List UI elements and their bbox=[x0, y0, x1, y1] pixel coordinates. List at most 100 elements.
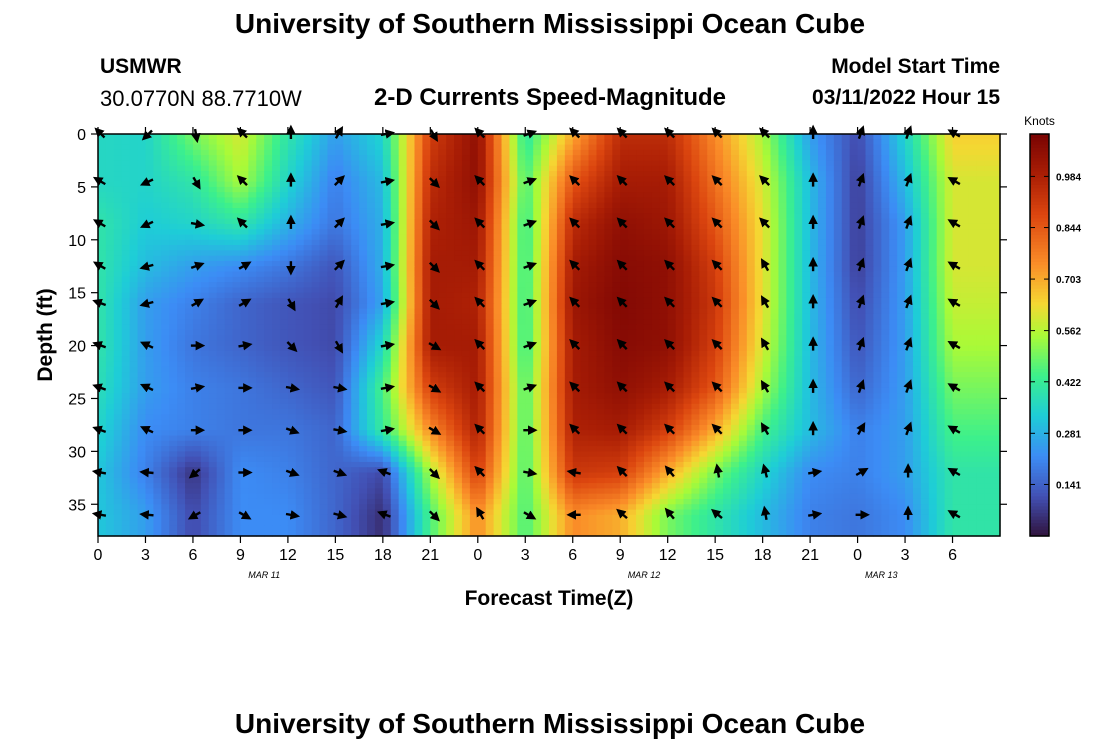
heatmap-cell bbox=[881, 329, 890, 336]
heatmap-cell bbox=[897, 160, 906, 167]
heatmap-cell bbox=[588, 271, 598, 278]
heatmap-cell bbox=[849, 186, 859, 193]
heatmap-cell bbox=[200, 313, 210, 320]
heatmap-cell bbox=[549, 340, 558, 347]
heatmap-cell bbox=[177, 155, 186, 162]
heatmap-cell bbox=[485, 350, 495, 357]
heatmap-cell bbox=[248, 223, 257, 230]
heatmap-cell bbox=[485, 171, 495, 177]
heatmap-cell bbox=[920, 319, 930, 326]
heatmap-cell bbox=[952, 276, 962, 283]
heatmap-cell bbox=[588, 229, 598, 236]
heatmap-cell bbox=[137, 319, 147, 326]
heatmap-cell bbox=[778, 245, 787, 251]
heatmap-cell bbox=[936, 308, 946, 315]
heatmap-cell bbox=[802, 208, 811, 214]
heatmap-cell bbox=[137, 229, 147, 236]
heatmap-cell bbox=[683, 319, 693, 326]
heatmap-cell bbox=[897, 276, 906, 283]
heatmap-cell bbox=[715, 350, 724, 357]
heatmap-cell bbox=[556, 356, 566, 363]
heatmap-cell bbox=[643, 271, 653, 278]
heatmap-cell bbox=[675, 250, 685, 257]
heatmap-cell bbox=[414, 165, 423, 172]
heatmap-cell bbox=[912, 292, 922, 299]
heatmap-cell bbox=[564, 239, 574, 246]
heatmap-cell bbox=[730, 287, 740, 294]
heatmap-cell bbox=[944, 335, 954, 341]
heatmap-cell bbox=[533, 208, 542, 214]
heatmap-cell bbox=[287, 329, 297, 336]
heatmap-cell bbox=[533, 171, 542, 177]
heatmap-cell bbox=[406, 134, 416, 140]
heatmap-cell bbox=[944, 303, 954, 310]
heatmap-cell bbox=[121, 160, 131, 167]
heatmap-cell bbox=[588, 303, 598, 310]
heatmap-cell bbox=[113, 155, 123, 162]
heatmap-cell bbox=[912, 260, 922, 267]
heatmap-cell bbox=[137, 297, 147, 304]
heatmap-cell bbox=[612, 260, 621, 267]
heatmap-cell bbox=[596, 202, 605, 209]
heatmap-cell bbox=[833, 155, 843, 162]
heatmap-cell bbox=[398, 271, 408, 278]
heatmap-cell bbox=[675, 361, 685, 368]
heatmap-cell bbox=[335, 356, 344, 363]
heatmap-cell bbox=[359, 202, 368, 209]
heatmap-cell bbox=[881, 134, 890, 140]
heatmap-cell bbox=[699, 335, 708, 341]
heatmap-cell bbox=[469, 149, 479, 156]
heatmap-cell bbox=[960, 340, 969, 347]
heatmap-cell bbox=[224, 160, 234, 167]
heatmap-cell bbox=[580, 361, 590, 368]
heatmap-cell bbox=[723, 329, 732, 336]
heatmap-cell bbox=[754, 239, 764, 246]
heatmap-cell bbox=[359, 271, 368, 278]
heatmap-cell bbox=[303, 202, 313, 209]
heatmap-cell bbox=[256, 282, 265, 288]
heatmap-cell bbox=[105, 340, 115, 347]
heatmap-cell bbox=[651, 350, 661, 357]
heatmap-cell bbox=[406, 271, 416, 278]
heatmap-cell bbox=[430, 271, 439, 278]
heatmap-cell bbox=[905, 181, 914, 188]
heatmap-cell bbox=[707, 223, 716, 230]
heatmap-cell bbox=[398, 234, 408, 241]
heatmap-cell bbox=[865, 186, 874, 193]
heatmap-cell bbox=[224, 335, 234, 341]
heatmap-cell bbox=[232, 329, 242, 336]
heatmap-cell bbox=[105, 245, 115, 251]
heatmap-cell bbox=[295, 144, 305, 151]
heatmap-cell bbox=[699, 202, 708, 209]
heatmap-cell bbox=[390, 266, 400, 273]
heatmap-cell bbox=[920, 266, 930, 273]
heatmap-cell bbox=[881, 260, 890, 267]
heatmap-cell bbox=[525, 165, 534, 172]
heatmap-cell bbox=[359, 350, 368, 357]
heatmap-cell bbox=[185, 324, 194, 331]
heatmap-cell bbox=[406, 255, 416, 262]
heatmap-cell bbox=[881, 303, 890, 310]
heatmap-cell bbox=[849, 345, 859, 352]
heatmap-cell bbox=[153, 149, 162, 156]
heatmap-cell bbox=[493, 239, 503, 246]
heatmap-cell bbox=[446, 144, 455, 151]
heatmap-cell bbox=[469, 139, 479, 146]
heatmap-cell bbox=[738, 229, 748, 236]
heatmap-cell bbox=[153, 176, 162, 183]
heatmap-cell bbox=[604, 234, 613, 241]
heatmap-cell bbox=[517, 186, 526, 193]
heatmap-cell bbox=[699, 171, 708, 177]
heatmap-cell bbox=[232, 245, 242, 251]
heatmap-cell bbox=[461, 319, 471, 326]
heatmap-cell bbox=[351, 234, 360, 241]
heatmap-cell bbox=[643, 134, 653, 140]
heatmap-cell bbox=[699, 350, 708, 357]
heatmap-cell bbox=[232, 356, 242, 363]
heatmap-cell bbox=[414, 181, 423, 188]
heatmap-cell bbox=[928, 139, 938, 146]
heatmap-cell bbox=[477, 324, 487, 331]
heatmap-cell bbox=[928, 245, 938, 251]
heatmap-cell bbox=[327, 239, 336, 246]
heatmap-cell bbox=[976, 213, 985, 220]
